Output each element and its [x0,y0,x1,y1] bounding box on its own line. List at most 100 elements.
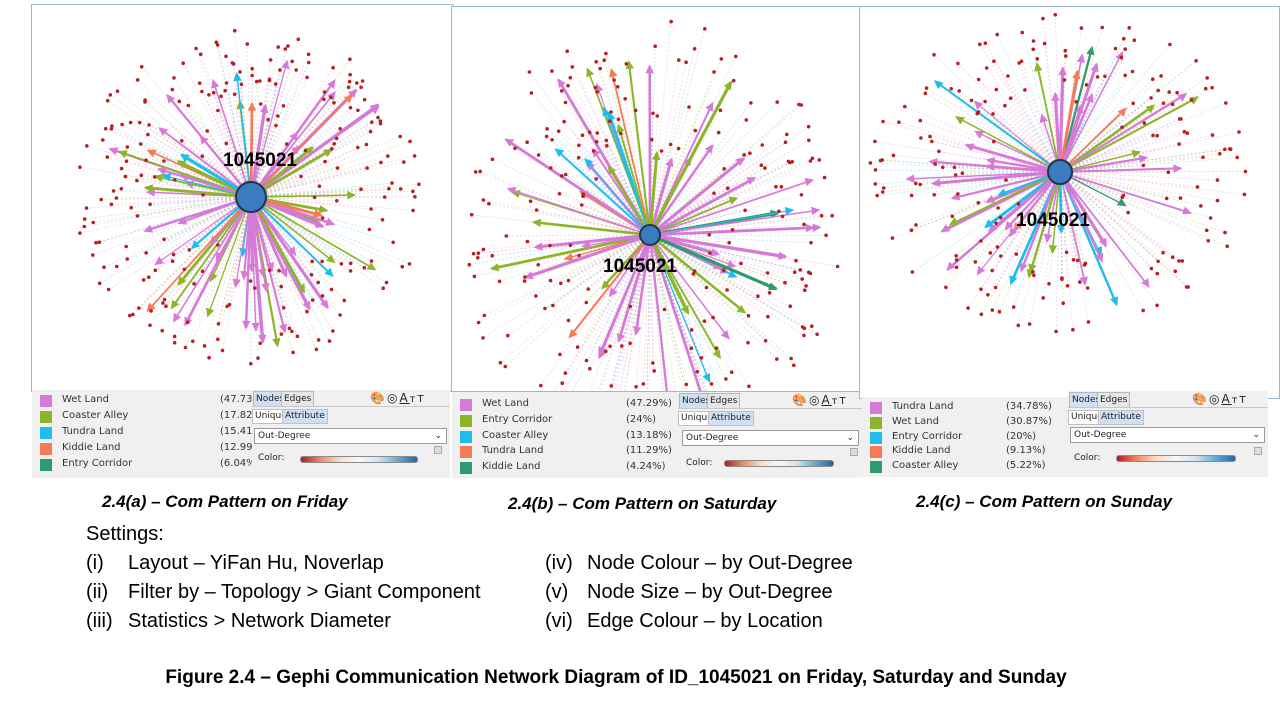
node [759,163,764,167]
edge [488,203,651,236]
edge [101,196,252,200]
palette-icon[interactable]: 🎨 [792,393,809,407]
node [1035,57,1040,61]
arrow-head [1079,276,1088,286]
node [316,338,321,342]
edge [130,122,252,198]
label-color-icon[interactable]: A [821,393,832,407]
tab-edges[interactable]: Edges [1097,392,1131,407]
node [783,140,788,144]
attribute-dropdown[interactable]: Out-Degree ⌄ [682,430,859,446]
node [370,120,374,124]
node [1041,296,1045,300]
palette-icon[interactable]: 🎨 [1192,392,1209,406]
tab-edges[interactable]: Edges [707,393,741,408]
legend-percent: (13.18%) [626,430,672,441]
save-icon[interactable] [1254,447,1262,455]
weighted-edge [1059,156,1147,174]
node [727,240,731,245]
node [983,99,987,104]
edge [530,200,651,236]
label-size-icon[interactable]: тT [1231,395,1248,406]
edge [250,196,298,337]
edge [649,148,679,236]
edge [649,234,807,287]
label-color-icon[interactable]: A [1221,392,1232,406]
label-size-icon[interactable]: тT [831,396,848,407]
hub-node[interactable] [639,224,661,246]
edge [978,79,1061,173]
node [566,83,570,88]
color-gradient[interactable] [724,460,834,467]
node [605,144,609,148]
node [1182,129,1187,134]
weighted-edge [171,196,252,309]
weighted-edge [1059,104,1155,174]
size-icon[interactable]: ◎ [1208,392,1222,406]
node [763,166,767,170]
label-size-icon[interactable]: тT [409,394,426,405]
edge [216,42,252,198]
node [382,195,387,199]
node [232,28,237,33]
node [205,129,209,133]
color-gradient[interactable] [1116,455,1236,462]
color-label: Color: [1074,453,1101,463]
node [1141,308,1145,313]
node [258,79,262,83]
node [1103,74,1107,79]
arrow-head [1051,91,1060,101]
hub-node[interactable] [235,181,267,213]
node [544,134,549,139]
edge [1010,98,1061,173]
node [581,194,585,198]
legend-label: Wet Land [482,398,529,409]
palette-icon[interactable]: 🎨 [370,391,387,405]
edge [163,196,252,240]
arrow-head [143,224,154,233]
label-color-icon[interactable]: A [399,391,410,405]
arrow-head [170,299,180,310]
hub-node[interactable] [1047,159,1073,185]
node [802,326,807,331]
edge [250,144,367,198]
edge [649,71,715,236]
node [954,258,959,262]
color-gradient[interactable] [300,456,418,463]
edge [874,141,1061,173]
node [704,285,709,290]
edge [565,234,651,374]
network-graph-friday [78,28,421,366]
node [817,158,822,162]
arrow-head [681,304,689,315]
edge [643,234,651,384]
node [267,268,272,273]
node [287,326,292,331]
node [1170,102,1175,107]
edge [131,196,252,208]
subtab-attribute[interactable]: Attribute [1098,410,1144,425]
weighted-edge [184,196,253,326]
node [348,261,353,266]
tab-edges[interactable]: Edges [281,391,315,406]
node [323,159,327,164]
size-icon[interactable]: ◎ [386,391,400,405]
node [878,158,883,163]
edge [996,89,1061,173]
subtab-attribute[interactable]: Attribute [708,411,754,426]
node [186,103,191,108]
subtab-attribute[interactable]: Attribute [282,409,328,424]
node [1168,42,1172,47]
save-icon[interactable] [434,446,442,454]
node [712,70,716,74]
edge [649,234,805,336]
node [868,161,873,165]
subtab-unique[interactable]: Unique [678,411,716,426]
edge [904,106,1061,173]
edge [649,119,747,236]
arrow-head [323,148,333,157]
save-icon[interactable] [850,448,858,456]
size-icon[interactable]: ◎ [808,393,822,407]
attribute-dropdown[interactable]: Out-Degree ⌄ [1070,427,1265,443]
attribute-dropdown[interactable]: Out-Degree ⌄ [254,428,447,444]
